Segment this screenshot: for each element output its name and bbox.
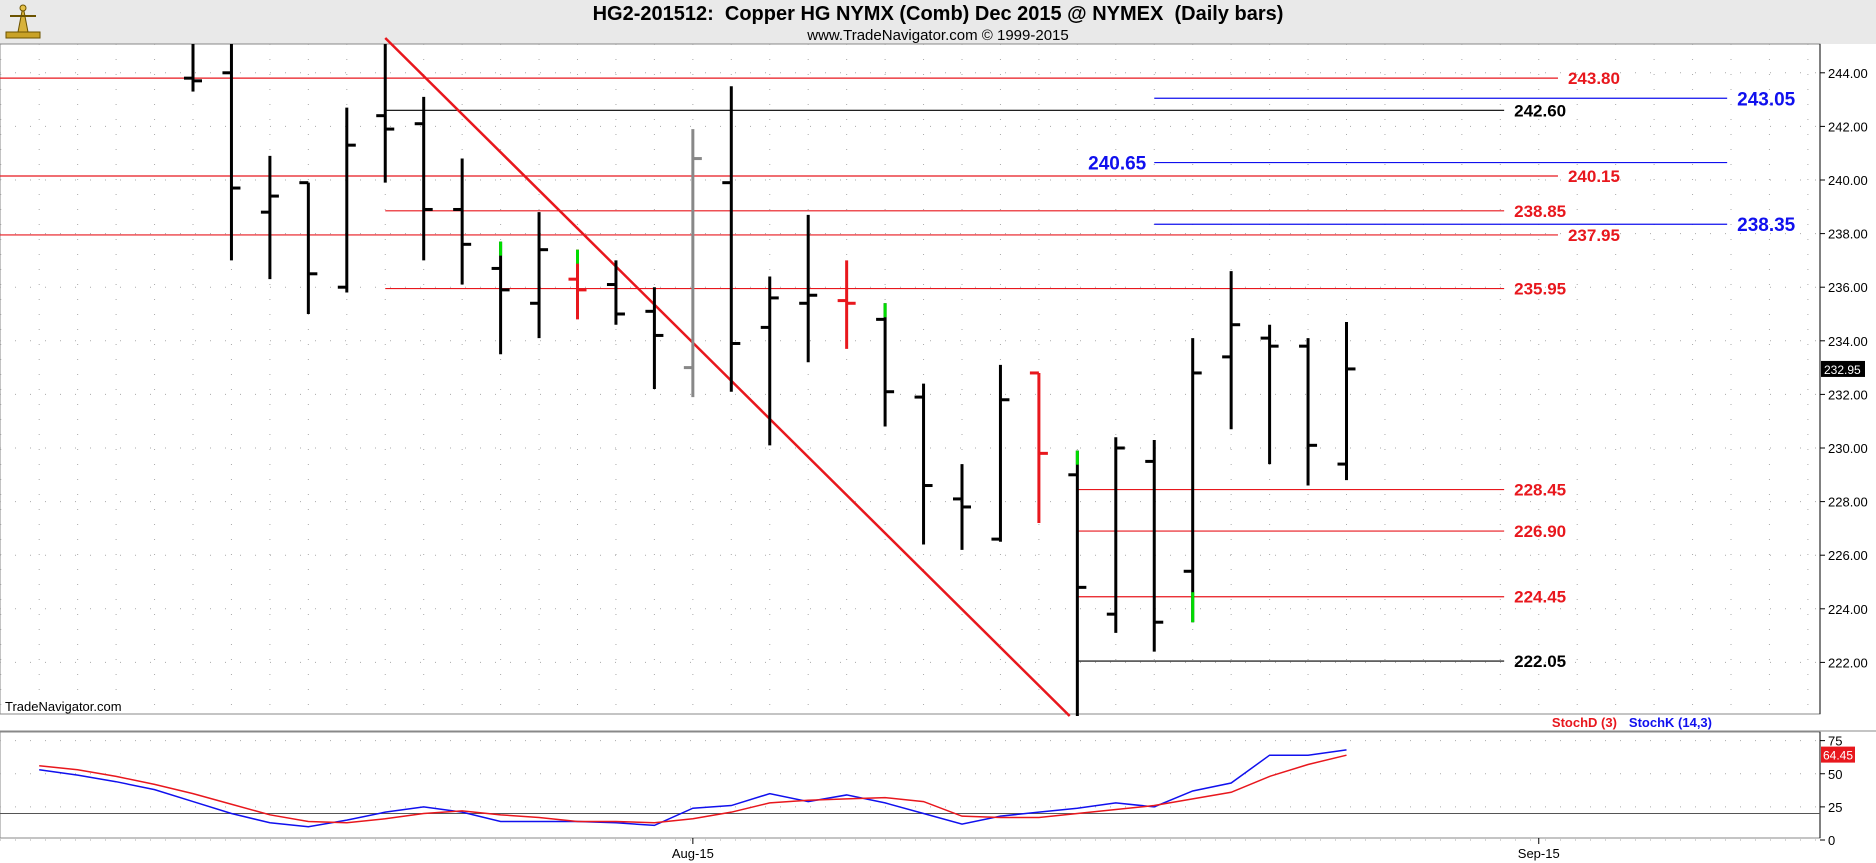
ohlc-bar [414, 96, 433, 261]
last-price-label: 232.95 [1824, 363, 1861, 377]
s-y-tick-label: 75 [1828, 734, 1842, 749]
legend-entry: StochD (3) [1552, 715, 1617, 730]
chart-subtitle: www.TradeNavigator.com © 1999-2015 [807, 27, 1069, 44]
y-tick-label: 234.00 [1828, 334, 1868, 349]
x-tick-label: Aug-15 [672, 846, 714, 861]
trade-navigator-logo-icon [5, 4, 41, 39]
ohlc-bar [683, 129, 702, 398]
y-tick-label: 226.00 [1828, 548, 1868, 563]
level-label: 226.90 [1514, 522, 1566, 541]
ohlc-bar [760, 276, 779, 446]
y-tick-label: 232.00 [1828, 387, 1868, 402]
chart-header: HG2-201512: Copper HG NYMX (Comb) Dec 20… [0, 0, 1876, 44]
ohlc-bar [260, 155, 279, 280]
y-tick-label: 242.00 [1828, 119, 1868, 134]
ohlc-bar [645, 287, 664, 390]
ohlc-bar [1068, 450, 1087, 716]
s-y-tick-label: 0 [1828, 833, 1835, 848]
last-price-box [1821, 360, 1865, 377]
ohlc-bar [1222, 271, 1241, 430]
ohlc-bar [299, 181, 318, 314]
ohlc-bar [530, 212, 549, 339]
y-tick-label: 236.00 [1828, 280, 1868, 295]
level-label: 240.15 [1568, 167, 1620, 186]
ohlc-bar [337, 107, 356, 293]
price-panel [0, 43, 1821, 715]
ohlc-bar [184, 44, 202, 92]
stoch-last-value-label: 64.45 [1823, 749, 1853, 763]
level-label: 237.95 [1568, 226, 1620, 245]
level-label: 238.85 [1514, 202, 1566, 221]
y-tick-label: 230.00 [1828, 441, 1868, 456]
stoch-series-line [39, 749, 1347, 828]
ohlc-bar [1299, 338, 1318, 486]
ohlc-bar [568, 249, 587, 320]
ohlc-bar [606, 260, 625, 325]
level-label: 243.80 [1568, 69, 1620, 88]
level-label: 238.35 [1737, 215, 1796, 236]
stochastic-panel [0, 731, 1821, 839]
y-tick-label: 228.00 [1828, 495, 1868, 510]
trendline [384, 37, 1071, 717]
level-label: 228.45 [1514, 481, 1566, 500]
legend-entry: StochK (14,3) [1629, 715, 1712, 730]
level-label: 240.65 [1088, 154, 1147, 175]
ohlc-bar [1183, 338, 1202, 623]
watermark-label: TradeNavigator.com [5, 699, 122, 714]
chart-title: HG2-201512: Copper HG NYMX (Comb) Dec 20… [592, 3, 1284, 25]
ohlc-bar [876, 303, 895, 427]
y-tick-label: 238.00 [1828, 227, 1868, 242]
ohlc-bar [799, 214, 818, 363]
ohlc-bar [1029, 371, 1048, 524]
y-tick-label: 224.00 [1828, 602, 1868, 617]
ohlc-bar [722, 86, 741, 392]
ohlc-bar [991, 364, 1010, 542]
ohlc-bar [453, 158, 472, 285]
ohlc-bar [953, 464, 971, 550]
x-tick-label: Sep-15 [1518, 846, 1560, 861]
y-tick-label: 244.00 [1828, 66, 1868, 81]
ohlc-bar [1337, 322, 1356, 481]
s-y-tick-label: 50 [1828, 767, 1842, 782]
ohlc-bar [1106, 437, 1125, 633]
ohlc-bar [222, 44, 241, 261]
y-tick-label: 222.00 [1828, 655, 1868, 670]
level-label: 222.05 [1514, 652, 1566, 671]
ohlc-bar [376, 44, 395, 183]
y-tick-label: 240.00 [1828, 173, 1868, 188]
s-y-tick-label: 25 [1828, 800, 1842, 815]
ohlc-bar [1145, 439, 1164, 652]
ohlc-bar [1260, 324, 1279, 465]
level-label: 224.45 [1514, 588, 1566, 607]
ohlc-bar [491, 241, 510, 355]
level-label: 242.60 [1514, 101, 1566, 120]
ohlc-bar [837, 260, 856, 349]
ohlc-bar [914, 383, 933, 545]
stoch-last-value-box [1821, 746, 1855, 763]
level-label: 243.05 [1737, 89, 1796, 110]
level-label: 235.95 [1514, 280, 1566, 299]
stoch-series-line [39, 754, 1347, 824]
